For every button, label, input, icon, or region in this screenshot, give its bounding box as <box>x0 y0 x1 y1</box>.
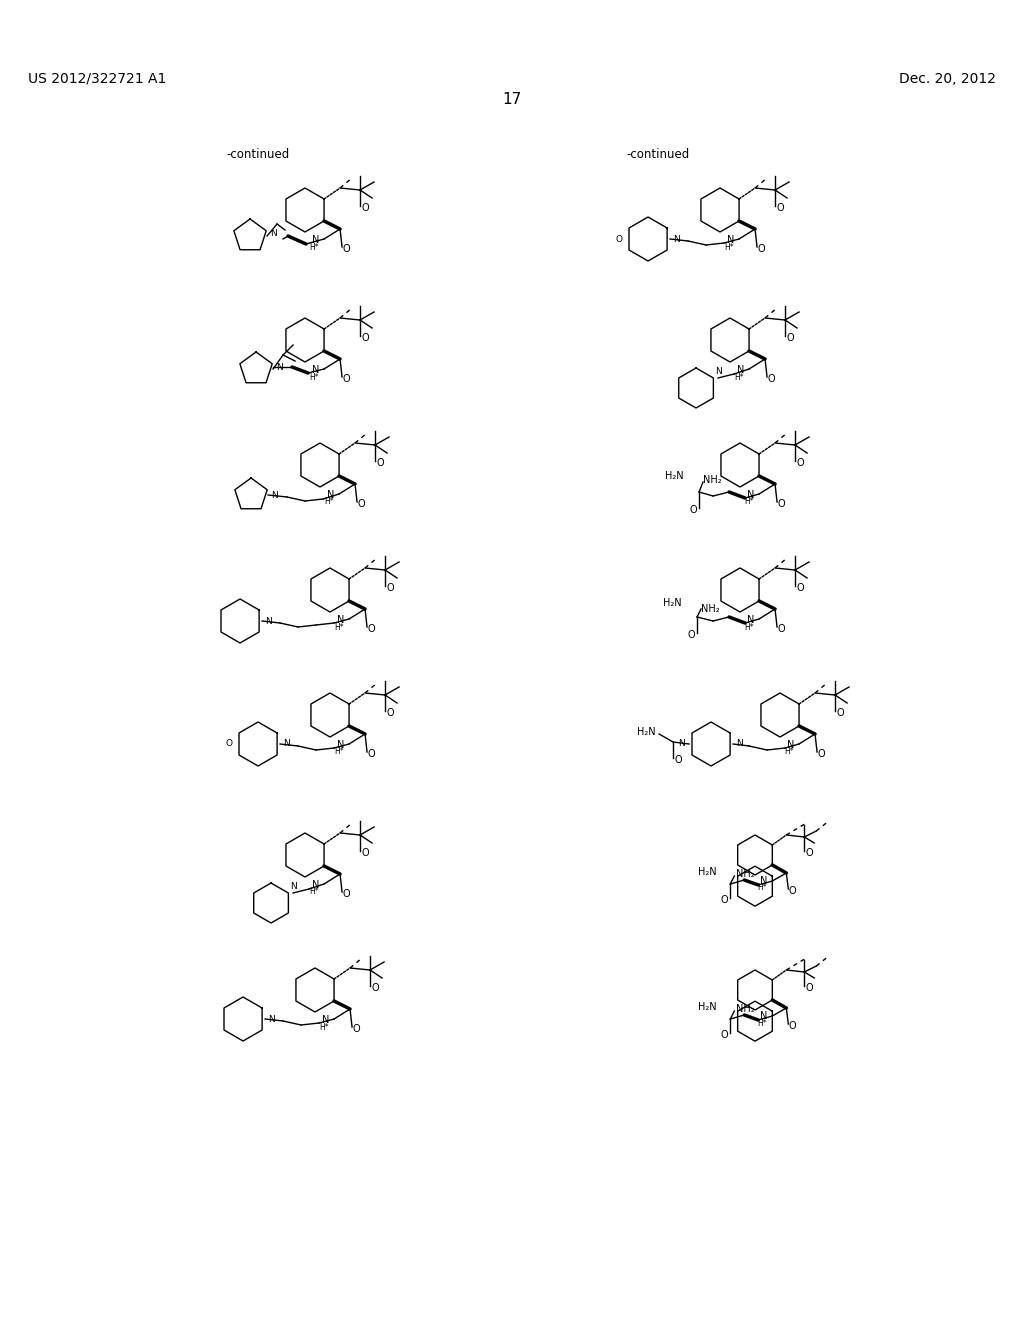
Text: O: O <box>357 499 365 510</box>
Text: H*: H* <box>744 498 754 507</box>
Text: N: N <box>268 1015 274 1023</box>
Text: O: O <box>721 1030 728 1040</box>
Text: N: N <box>736 739 742 748</box>
Text: N: N <box>311 235 319 246</box>
Text: H*: H* <box>309 372 319 381</box>
Text: O: O <box>674 755 682 766</box>
Text: N: N <box>760 876 767 886</box>
Text: O: O <box>786 333 794 343</box>
Text: O: O <box>788 1020 796 1031</box>
Text: H₂N: H₂N <box>664 598 682 609</box>
Text: O: O <box>837 708 844 718</box>
Text: H*: H* <box>309 243 319 252</box>
Text: H*: H* <box>784 747 794 756</box>
Text: N: N <box>283 739 290 748</box>
Text: O: O <box>797 458 804 469</box>
Text: H*: H* <box>335 623 344 631</box>
Text: N: N <box>727 235 734 246</box>
Text: H₂N: H₂N <box>697 1002 717 1012</box>
Text: N: N <box>337 615 344 624</box>
Text: O: O <box>757 244 765 253</box>
Text: NH₂: NH₂ <box>736 869 755 879</box>
Text: H₂N: H₂N <box>637 727 656 737</box>
Text: N: N <box>311 880 319 890</box>
Text: O: O <box>386 708 394 718</box>
Text: O: O <box>342 374 350 384</box>
Text: O: O <box>368 748 375 759</box>
Text: O: O <box>806 983 813 993</box>
Text: N: N <box>276 363 283 371</box>
Text: O: O <box>788 886 796 896</box>
Text: O: O <box>372 983 379 993</box>
Text: N: N <box>786 741 794 750</box>
Text: N: N <box>746 490 754 500</box>
Text: N: N <box>678 739 685 748</box>
Text: O: O <box>361 333 369 343</box>
Text: H*: H* <box>744 623 754 631</box>
Text: O: O <box>376 458 384 469</box>
Text: US 2012/322721 A1: US 2012/322721 A1 <box>28 73 166 86</box>
Text: O: O <box>352 1024 359 1034</box>
Text: O: O <box>721 895 728 906</box>
Text: O: O <box>777 624 784 634</box>
Text: H*: H* <box>309 887 319 896</box>
Text: O: O <box>689 506 697 515</box>
Text: -continued: -continued <box>226 148 290 161</box>
Text: H₂N: H₂N <box>666 471 684 480</box>
Text: O: O <box>615 235 622 243</box>
Text: H*: H* <box>325 498 334 507</box>
Text: O: O <box>767 374 775 384</box>
Text: N: N <box>265 616 271 626</box>
Text: H₂N: H₂N <box>697 867 717 876</box>
Text: N: N <box>291 882 297 891</box>
Text: O: O <box>386 583 394 593</box>
Text: N: N <box>673 235 680 243</box>
Text: Dec. 20, 2012: Dec. 20, 2012 <box>899 73 996 86</box>
Text: -continued: -continued <box>627 148 689 161</box>
Text: N: N <box>327 490 334 500</box>
Text: H*: H* <box>758 1019 767 1027</box>
Text: H*: H* <box>724 243 734 252</box>
Text: NH₂: NH₂ <box>736 1005 755 1014</box>
Text: O: O <box>687 630 695 640</box>
Text: N: N <box>270 230 276 239</box>
Text: O: O <box>817 748 825 759</box>
Text: N: N <box>337 741 344 750</box>
Text: O: O <box>361 847 369 858</box>
Text: N: N <box>271 491 278 499</box>
Text: H*: H* <box>335 747 344 756</box>
Text: NH₂: NH₂ <box>703 475 722 484</box>
Text: N: N <box>736 366 744 375</box>
Text: N: N <box>760 1011 767 1020</box>
Text: O: O <box>361 203 369 213</box>
Text: O: O <box>797 583 804 593</box>
Text: N: N <box>311 366 319 375</box>
Text: O: O <box>225 739 232 748</box>
Text: O: O <box>776 203 783 213</box>
Text: 17: 17 <box>503 92 521 107</box>
Text: H*: H* <box>319 1023 329 1031</box>
Text: O: O <box>342 244 350 253</box>
Text: H*: H* <box>734 372 744 381</box>
Text: O: O <box>368 624 375 634</box>
Text: N: N <box>322 1015 329 1026</box>
Text: N: N <box>716 367 722 376</box>
Text: NH₂: NH₂ <box>701 605 720 614</box>
Text: H*: H* <box>758 883 767 892</box>
Text: N: N <box>746 615 754 624</box>
Text: O: O <box>777 499 784 510</box>
Text: O: O <box>806 847 813 858</box>
Text: O: O <box>342 888 350 899</box>
